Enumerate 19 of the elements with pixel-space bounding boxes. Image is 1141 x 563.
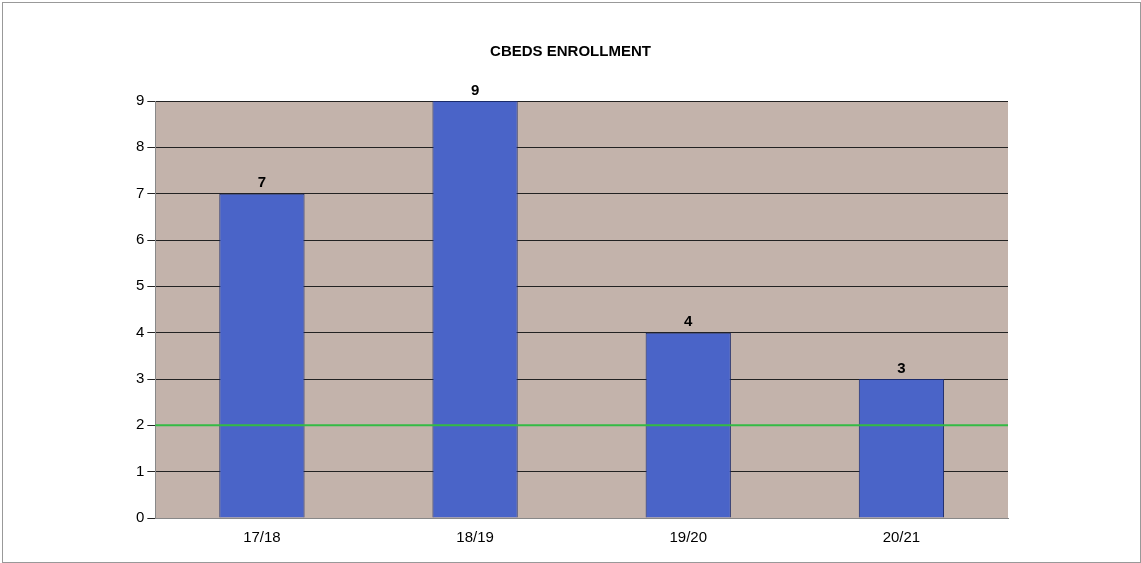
data-label: 4 [684,312,694,330]
x-tick-label: 19/20 [669,528,708,546]
y-tick-label: 3 [136,369,145,387]
data-label: 9 [470,80,480,98]
y-tick-label: 6 [136,230,145,248]
x-tick-label: 20/21 [882,528,921,546]
chart-title: CBEDS ENROLLMENT [490,42,651,60]
y-tick-label: 5 [136,276,145,294]
y-tick-label: 1 [136,461,145,479]
y-tick-label: 2 [136,415,145,433]
y-tick-label: 0 [136,508,145,526]
y-tick-label: 4 [136,322,145,340]
x-tick-label: 18/19 [456,528,494,546]
y-tick-label: 8 [136,137,145,155]
y-tick-label: 9 [136,91,145,109]
y-tick-label: 7 [136,183,145,201]
x-tick-label: 17/18 [243,528,281,546]
data-label: 7 [257,173,267,191]
data-label: 3 [897,358,906,376]
